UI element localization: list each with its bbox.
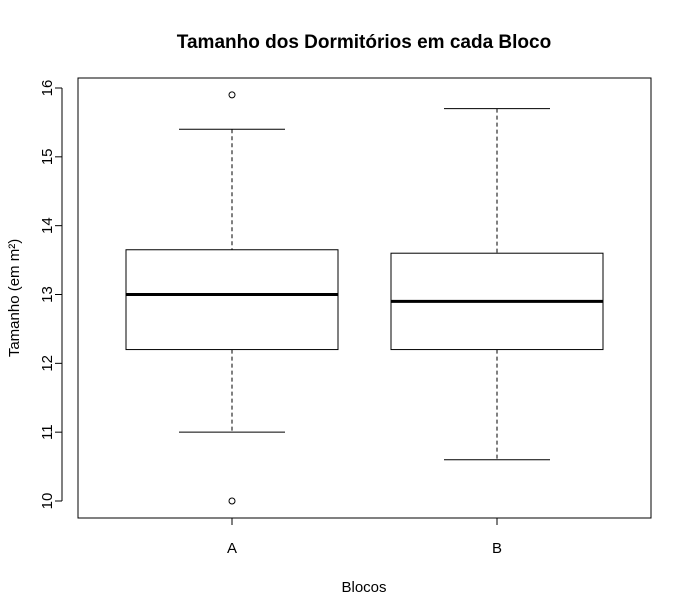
iqr-box xyxy=(125,249,339,351)
y-tick-label: 15 xyxy=(39,148,56,165)
chart-title: Tamanho dos Dormitórios em cada Bloco xyxy=(177,32,551,53)
x-tick-label: B xyxy=(492,540,502,557)
y-tick-label: 16 xyxy=(39,80,56,97)
boxes-group xyxy=(125,91,604,505)
outlier-point xyxy=(228,91,236,99)
x-tick-label: A xyxy=(227,540,237,557)
box-A xyxy=(125,91,339,505)
y-tick-label: 10 xyxy=(39,493,56,510)
outlier-point xyxy=(228,497,236,505)
box-B xyxy=(390,108,604,461)
y-tick-label: 11 xyxy=(39,424,56,440)
y-axis: 10 11 12 13 14 15 16 xyxy=(39,80,63,510)
y-tick-label: 13 xyxy=(39,286,56,303)
y-tick-label: 12 xyxy=(39,355,56,372)
y-axis-label: Tamanho (em m²) xyxy=(6,239,23,357)
y-tick-label: 14 xyxy=(39,217,56,234)
x-axis-label: Blocos xyxy=(341,579,386,596)
